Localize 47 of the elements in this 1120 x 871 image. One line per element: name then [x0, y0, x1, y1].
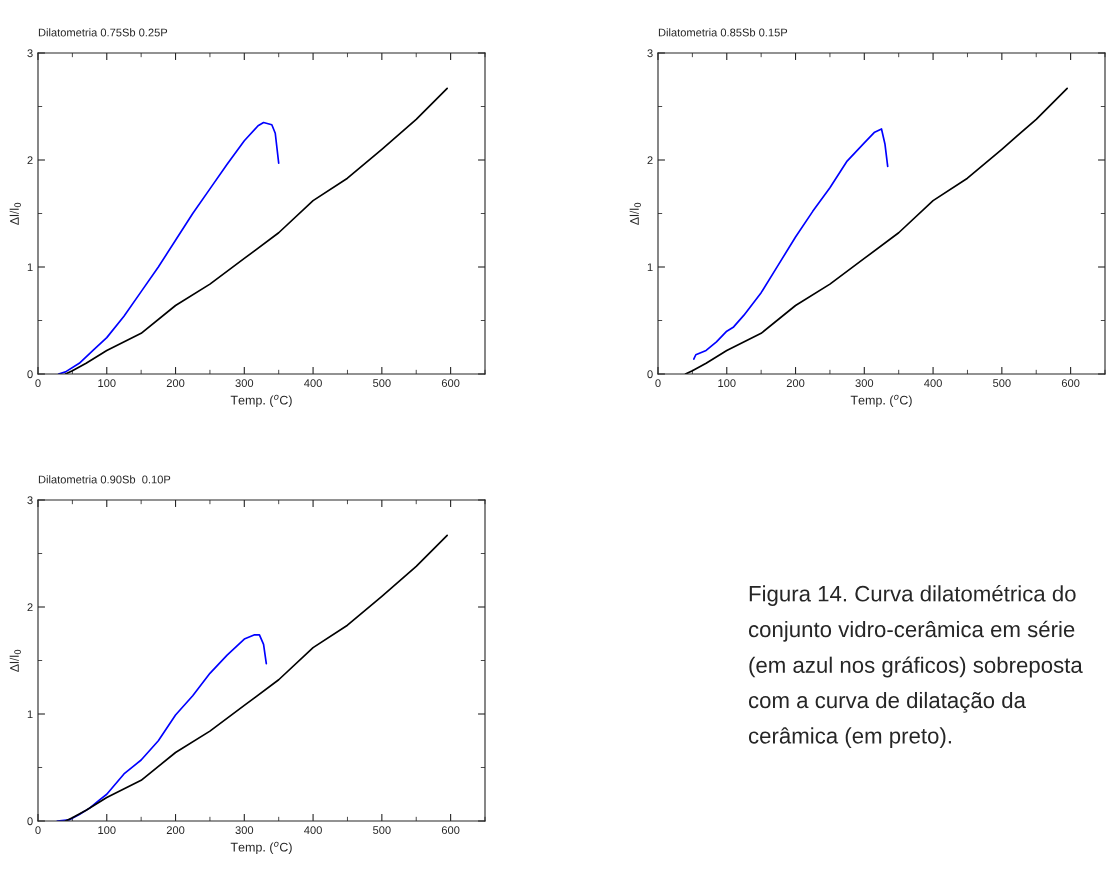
y-tick-label: 1	[27, 710, 33, 719]
x-tick-label: 400	[304, 379, 322, 388]
x-tick-label: 0	[35, 826, 41, 835]
y-tick-label: 1	[647, 263, 653, 272]
y-axis-title: Δl/l$_{0}$	[9, 649, 21, 672]
y-tick-label: 2	[27, 156, 33, 165]
x-tick-label: 0	[35, 379, 41, 388]
line-series	[64, 87, 449, 374]
x-tick-label: 200	[166, 379, 185, 388]
line-series	[64, 534, 449, 821]
x-tick-label: 300	[855, 379, 874, 388]
x-axis-title: Temp. ($^{o}$C)	[850, 394, 912, 408]
x-tick-label: 300	[235, 826, 254, 835]
y-axis-title: Δl/l$_{0}$	[629, 202, 641, 225]
x-tick-label: 400	[924, 379, 942, 388]
x-tick-label: 100	[718, 379, 736, 388]
y-tick-label: 2	[647, 156, 653, 165]
x-tick-label: 600	[1061, 379, 1080, 388]
y-tick-label: 3	[27, 49, 33, 58]
y-tick-label: 2	[27, 603, 33, 612]
x-tick-label: 500	[993, 379, 1011, 388]
x-tick-label: 400	[304, 826, 322, 835]
x-tick-label: 600	[441, 379, 460, 388]
y-tick-label: 3	[27, 496, 33, 505]
x-tick-label: 500	[373, 379, 391, 388]
x-axis-title: Temp. ($^{o}$C)	[230, 841, 292, 855]
y-tick-label: 3	[647, 49, 653, 58]
x-tick-label: 600	[441, 826, 460, 835]
x-tick-label: 200	[166, 826, 185, 835]
x-tick-label: 500	[373, 826, 391, 835]
chart-title: Dilatometria 0.85Sb 0.15P	[658, 28, 788, 37]
x-tick-label: 200	[786, 379, 805, 388]
x-axis-title: Temp. ($^{o}$C)	[230, 394, 292, 408]
line-series	[692, 128, 889, 360]
y-tick-label: 0	[647, 370, 653, 379]
chart-title: Dilatometria 0.90Sb 0.10P	[38, 475, 171, 484]
y-tick-label: 0	[27, 817, 33, 826]
line-series	[684, 87, 1069, 374]
y-axis-title: Δl/l$_{0}$	[9, 202, 21, 225]
x-tick-label: 100	[98, 379, 116, 388]
chart-title: Dilatometria 0.75Sb 0.25P	[38, 28, 168, 37]
y-tick-label: 0	[27, 370, 33, 379]
x-tick-label: 300	[235, 379, 254, 388]
x-tick-label: 100	[98, 826, 116, 835]
x-tick-label: 0	[655, 379, 661, 388]
y-tick-label: 1	[27, 263, 33, 272]
text: Figura 14. Curva dilatométrica do conjunto vidro-cerâmica em série (em azul nos gráficos) sobreposta com a curva de dilatação da cerâmica (em preto).	[748, 585, 1083, 749]
